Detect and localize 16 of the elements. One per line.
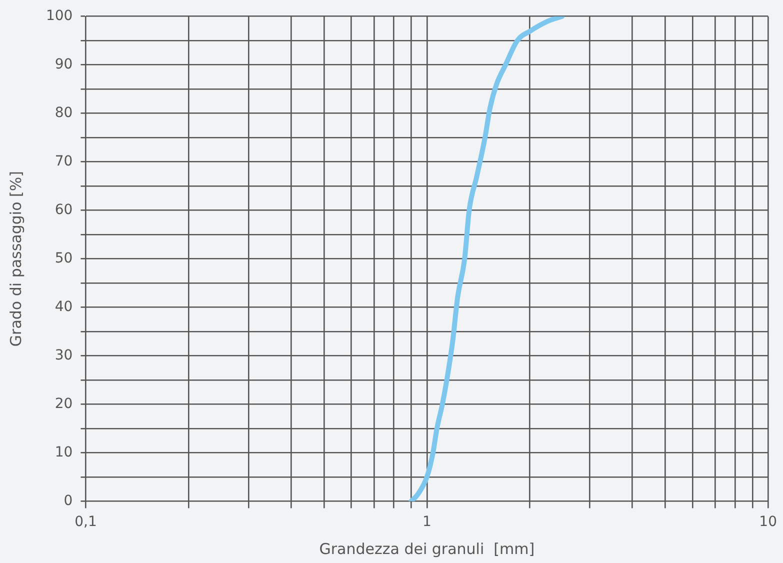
y-tick-label: 30 [54,347,73,364]
y-tick-label: 20 [54,396,73,412]
y-tick-label: 90 [54,56,73,73]
x-tick-label: 1 [422,514,432,530]
x-tick-label: 0,1 [74,514,97,530]
y-tick-label: 70 [54,153,73,170]
y-axis-title: Grado di passaggio [%] [6,171,25,347]
y-tick-label: 10 [54,444,73,460]
y-tick-label: 100 [46,8,73,24]
x-axis-title: Grandezza dei granuli [mm] [319,540,535,558]
y-tick-label: 0 [64,492,73,509]
y-tick-label: 60 [54,202,73,218]
y-tick-label: 50 [54,250,73,266]
y-tick-label: 80 [54,105,73,121]
y-tick-label: 40 [54,298,73,315]
x-tick-label: 10 [759,514,778,530]
